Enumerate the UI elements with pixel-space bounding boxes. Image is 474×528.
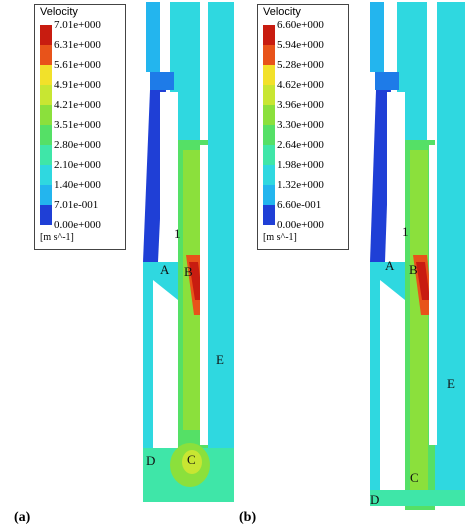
caption-b: (b) [239,510,257,525]
legend-title-b: Velocity [263,6,301,18]
tick-a-0: 7.01e+000 [54,19,101,31]
legend-unit-a: [m s^-1] [40,232,74,243]
legend-b: Velocity 6.60e+000 5.94e+000 5.28e+000 4… [257,4,349,250]
legend-a: Velocity 7.01e+000 6.31e+000 5.61e+000 4… [34,4,126,250]
tick-b-10: 0.00e+000 [277,219,324,231]
point-label-A-a: A [160,262,170,277]
point-label-D-a: D [146,453,156,468]
point-label-E-a: E [216,352,224,367]
point-label-B-a: B [184,264,193,279]
tick-b-1: 5.94e+000 [277,39,324,51]
velocity-contour-a [143,2,234,502]
point-label-C-b: C [410,470,419,485]
tick-b-7: 1.98e+000 [277,159,324,171]
legend-title-a: Velocity [40,6,78,18]
tick-a-1: 6.31e+000 [54,39,101,51]
colorbar-b [263,25,275,225]
tick-a-7: 2.10e+000 [54,159,101,171]
tick-a-8: 1.40e+000 [54,179,101,191]
tick-b-0: 6.60e+000 [277,19,324,31]
tick-b-2: 5.28e+000 [277,59,324,71]
tick-b-3: 4.62e+000 [277,79,324,91]
point-label-1-a: 1 [174,226,181,241]
panel-a: Velocity 7.01e+000 6.31e+000 5.61e+000 4… [14,2,234,525]
tick-a-3: 4.91e+000 [54,79,101,91]
tick-b-4: 3.96e+000 [277,99,324,111]
panel-b: Velocity 6.60e+000 5.94e+000 5.28e+000 4… [237,0,474,528]
point-label-B-b: B [409,262,418,277]
colorbar-a [40,25,52,225]
point-label-E-b: E [447,376,455,391]
tick-a-5: 3.51e+000 [54,119,101,131]
legend-unit-b: [m s^-1] [263,232,297,243]
tick-a-2: 5.61e+000 [54,59,101,71]
tick-b-6: 2.64e+000 [277,139,324,151]
caption-a: (a) [14,510,31,525]
tick-a-4: 4.21e+000 [54,99,101,111]
velocity-contour-b [370,2,465,510]
tick-a-6: 2.80e+000 [54,139,101,151]
tick-b-8: 1.32e+000 [277,179,324,191]
tick-a-10: 0.00e+000 [54,219,101,231]
point-label-D-b: D [370,492,380,507]
point-label-1-b: 1 [402,224,409,239]
point-label-C-a: C [187,452,196,467]
tick-b-9: 6.60e-001 [277,199,322,211]
tick-b-5: 3.30e+000 [277,119,324,131]
tick-a-9: 7.01e-001 [54,199,99,211]
point-label-A-b: A [385,258,395,273]
